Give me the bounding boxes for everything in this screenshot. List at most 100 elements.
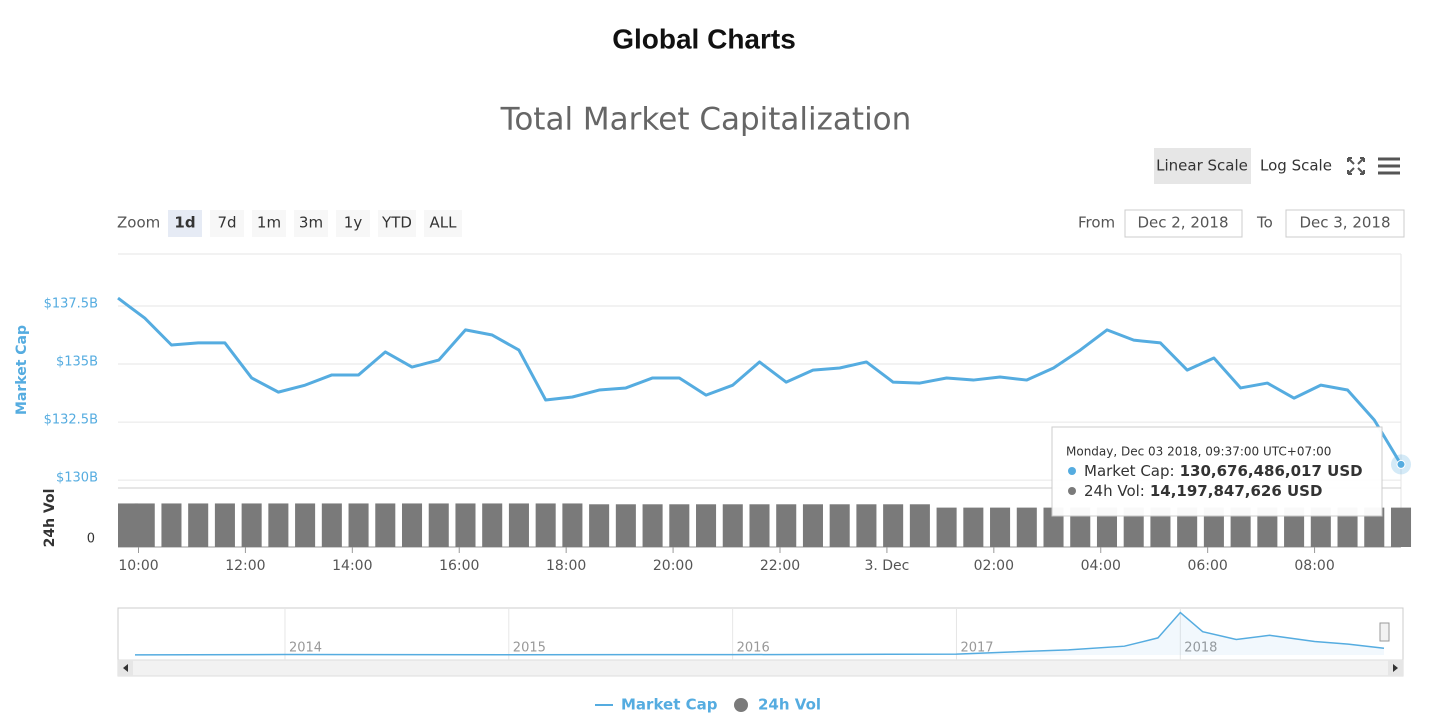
volume-bar	[883, 504, 904, 547]
scroll-left-arrow	[123, 664, 128, 672]
navigator-tick-label: 2017	[960, 641, 993, 656]
volume-bar	[214, 503, 235, 547]
zoom-button[interactable]: 1d	[174, 214, 195, 232]
volume-bar	[615, 504, 636, 547]
volume-bar	[722, 504, 743, 547]
volume-bar	[1070, 507, 1091, 547]
y-tick-label: $132.5B	[44, 413, 98, 428]
tooltip-name: Market Cap:	[1084, 462, 1175, 480]
x-tick-label: 08:00	[1294, 558, 1334, 574]
x-tick-label: 06:00	[1187, 558, 1227, 574]
to-input[interactable]	[1285, 209, 1405, 238]
market-cap-line	[117, 296, 1403, 466]
volume-bar	[963, 507, 984, 547]
volume-bar	[936, 507, 957, 547]
volume-bar	[1337, 507, 1358, 547]
volume-bar	[1390, 507, 1412, 547]
volume-bar	[118, 503, 139, 547]
volume-bar	[1123, 507, 1144, 547]
menu-icon[interactable]	[1378, 157, 1400, 175]
volume-bar	[428, 503, 449, 547]
x-tick-label: 20:00	[653, 558, 693, 574]
volume-bar	[1016, 507, 1037, 547]
legend-label[interactable]: Market Cap	[621, 696, 718, 714]
volume-bar	[1310, 507, 1331, 547]
y2-tick-label: 0	[87, 532, 95, 547]
volume-bar	[909, 504, 930, 547]
volume-bar	[295, 503, 316, 547]
zoom-button-bg	[378, 210, 416, 237]
tooltip-name: 24h Vol:	[1084, 482, 1145, 500]
volume-bar	[134, 503, 155, 547]
volume-bar	[401, 503, 423, 547]
zoom-button[interactable]: 3m	[299, 214, 323, 232]
from-label: From	[1078, 214, 1115, 232]
zoom-button[interactable]: ALL	[430, 214, 458, 232]
volume-bar	[856, 504, 877, 547]
navigator-handle[interactable]	[1379, 622, 1390, 642]
page-title: Global Charts	[612, 23, 796, 54]
volume-bar	[1364, 507, 1385, 547]
volume-bar	[241, 503, 262, 547]
fullscreen-icon[interactable]	[1347, 157, 1365, 175]
volume-bar	[1230, 507, 1251, 547]
volume-bar	[1096, 507, 1118, 547]
navigator-tick-label: 2014	[289, 641, 322, 656]
zoom-button[interactable]: 1m	[257, 214, 281, 232]
navigator-tick-label: 2015	[513, 641, 546, 656]
volume-bar	[482, 503, 503, 547]
x-tick-label: 04:00	[1081, 558, 1121, 574]
volume-bar	[562, 503, 583, 547]
from-input[interactable]	[1124, 209, 1243, 238]
volume-bar	[1284, 507, 1305, 547]
scroll-right-arrow	[1393, 664, 1398, 672]
tooltip-title: Monday, Dec 03 2018, 09:37:00 UTC+07:00	[1066, 445, 1331, 459]
linear-scale-button[interactable]: Linear Scale	[1156, 157, 1248, 175]
legend-label[interactable]: 24h Vol	[758, 696, 821, 714]
zoom-button-bg	[336, 210, 370, 237]
volume-bar	[348, 503, 369, 547]
to-value: Dec 3, 2018	[1299, 214, 1390, 232]
volume-bar	[188, 503, 209, 547]
x-tick-label: 22:00	[760, 558, 800, 574]
volume-bar	[1203, 507, 1224, 547]
y-tick-label: $130B	[56, 471, 98, 486]
zoom-button[interactable]: 1y	[344, 214, 363, 232]
zoom-button-bg	[210, 210, 244, 237]
hover-point	[1396, 459, 1406, 469]
x-tick-label: 14:00	[332, 558, 372, 574]
volume-bar	[589, 504, 610, 547]
volume-bar	[321, 503, 342, 547]
navigator-tick-label: 2016	[737, 641, 770, 656]
volume-bar	[1150, 507, 1171, 547]
tooltip-dot	[1068, 487, 1076, 495]
y2-axis-label: 24h Vol	[42, 489, 58, 548]
x-tick-label: 02:00	[974, 558, 1014, 574]
tooltip-row: Market Cap: 130,676,486,017 USD	[1084, 462, 1363, 480]
from-value: Dec 2, 2018	[1137, 214, 1228, 232]
legend-dot	[734, 698, 748, 712]
tooltip-box	[1051, 426, 1383, 517]
x-tick-label: 10:00	[118, 558, 158, 574]
volume-bar	[642, 504, 663, 547]
scrollbar[interactable]	[117, 659, 1404, 677]
volume-bar	[749, 504, 770, 547]
zoom-button[interactable]: YTD	[381, 214, 412, 232]
x-tick-label: 3. Dec	[864, 558, 909, 574]
volume-bar	[535, 503, 556, 547]
x-tick-label: 18:00	[546, 558, 586, 574]
log-scale-button[interactable]: Log Scale	[1260, 157, 1332, 175]
volume-bar	[669, 504, 690, 547]
zoom-button[interactable]: 7d	[217, 214, 236, 232]
zoom-button-bg	[294, 210, 328, 237]
volume-bar	[1043, 507, 1064, 547]
navigator-tick-label: 2018	[1184, 641, 1217, 656]
to-label: To	[1256, 214, 1273, 232]
navigator-line	[134, 611, 1385, 656]
volume-bar	[508, 503, 529, 547]
volume-bar	[990, 507, 1011, 547]
navigator-area	[135, 612, 1384, 655]
volume-bar	[1177, 507, 1198, 547]
volume-bar	[161, 503, 182, 547]
